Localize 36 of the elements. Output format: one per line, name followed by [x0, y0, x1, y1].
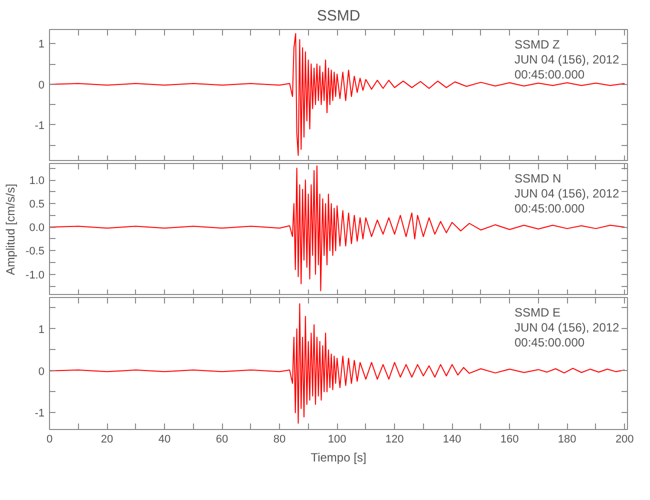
x-tick-label: 160: [500, 434, 519, 446]
y-tick-label: 1: [38, 324, 45, 336]
x-tick-label: 40: [158, 434, 171, 446]
y-tick-label: 0.0: [29, 222, 45, 234]
y-tick-label: -1.0: [26, 269, 45, 282]
x-tick-label: 100: [328, 434, 346, 446]
x-tick-label: 80: [273, 434, 286, 446]
line-series: [50, 303, 626, 424]
annotation: SSMD E: [514, 306, 561, 320]
y-tick-label: 1: [38, 38, 45, 51]
x-tick-label: 120: [385, 434, 404, 446]
line-series: [50, 33, 626, 156]
y-tick-label: 0: [38, 79, 45, 92]
annotation: JUN 04 (156), 2012: [514, 52, 620, 66]
annotation: 00:45:00.000: [514, 336, 585, 350]
annotation: JUN 04 (156), 2012: [514, 186, 620, 200]
x-tick-label: 140: [442, 434, 462, 446]
x-tick-label: 0: [46, 434, 53, 446]
x-tick-label: 180: [558, 434, 576, 446]
x-axis-title: Tiempo [s]: [310, 450, 366, 464]
y-tick-label: -1: [34, 120, 44, 132]
annotation: 00:45:00.000: [514, 202, 585, 216]
annotation: SSMD N: [514, 172, 562, 186]
annotation: SSMD Z: [514, 38, 560, 52]
y-tick-label: 0: [38, 366, 45, 378]
annotation: 00:45:00.000: [514, 68, 585, 82]
x-tick-label: 20: [100, 434, 114, 446]
y-tick-label: 1.0: [29, 175, 45, 187]
y-axis-title: Amplitud [cm/s/s]: [4, 184, 18, 276]
y-tick-label: -0.5: [26, 246, 45, 258]
y-tick-label: 0.5: [29, 198, 45, 211]
annotation: JUN 04 (156), 2012: [514, 320, 620, 334]
x-tick-label: 200: [615, 434, 634, 446]
x-tick-label: 60: [216, 434, 228, 446]
y-tick-label: -1: [34, 408, 44, 420]
chart-title: SSMD: [316, 8, 360, 24]
